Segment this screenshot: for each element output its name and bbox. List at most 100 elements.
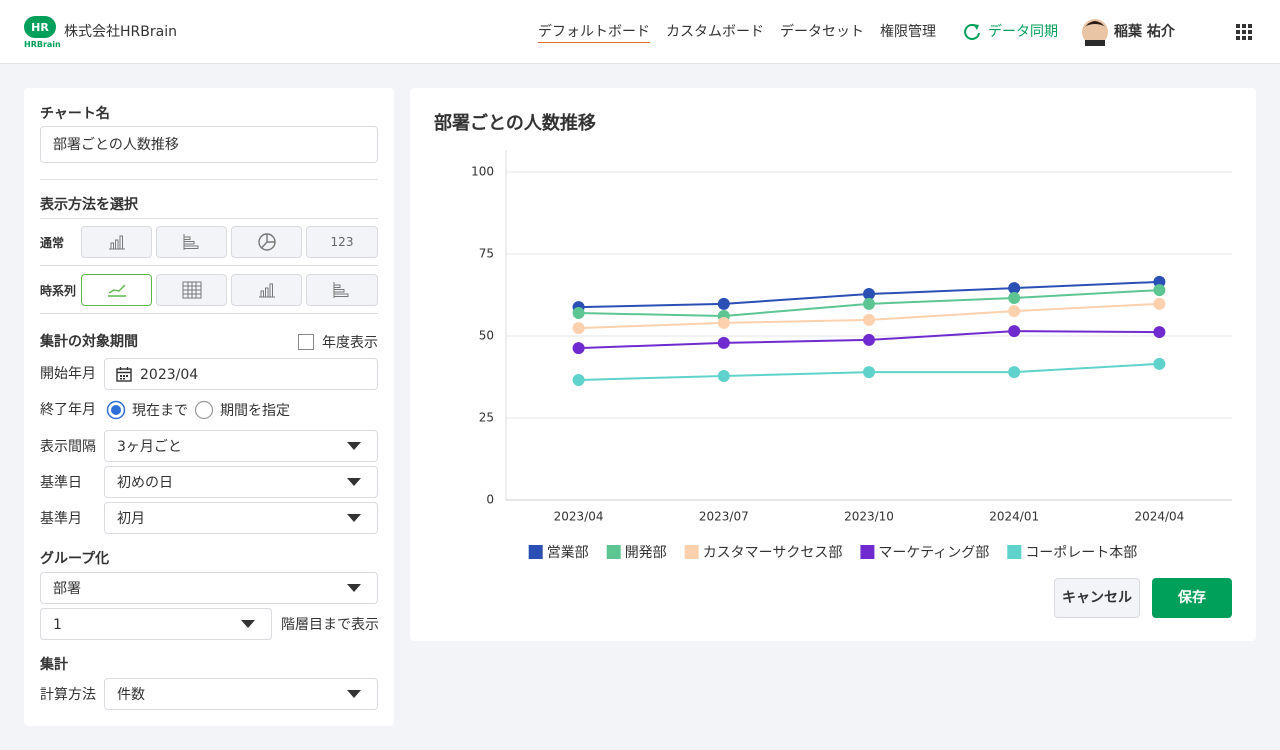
select-value: 部署: [53, 581, 81, 597]
divider: [40, 313, 378, 314]
data-point: [863, 297, 875, 310]
legend-swatch: [528, 545, 543, 559]
chart-panel: [410, 88, 1256, 641]
data-point: [1153, 357, 1166, 370]
data-point: [1153, 284, 1166, 297]
chart-type-button[interactable]: [231, 226, 302, 258]
label: 計算方法: [40, 687, 96, 703]
data-point: [717, 336, 730, 349]
level-select[interactable]: 1: [40, 608, 272, 640]
data-point: [1153, 297, 1166, 310]
label: 時系列: [40, 284, 77, 298]
label: 終了年月: [40, 402, 96, 418]
x-tick-label: 2024/04: [1134, 510, 1184, 524]
data-point: [717, 297, 730, 310]
x-tick-label: 2023/07: [699, 510, 749, 524]
select-value: 3ヶ月ごと: [117, 439, 182, 455]
x-tick-label: 2023/10: [844, 510, 894, 524]
checkbox[interactable]: [298, 334, 314, 350]
company-name: 株式会社HRBrain: [64, 24, 177, 40]
label: チャート名: [40, 106, 110, 122]
legend-swatch: [684, 545, 699, 559]
label: 開始年月: [40, 366, 96, 382]
radio-label: 期間を指定: [220, 403, 290, 419]
data-point: [863, 333, 875, 346]
data-point: [1008, 305, 1021, 318]
y-tick-label: 75: [479, 247, 494, 261]
select-value: 初月: [117, 511, 145, 527]
legend-label: 営業部: [547, 545, 589, 561]
legend-swatch: [1007, 545, 1022, 559]
chart-type-button-selected[interactable]: [81, 274, 152, 306]
data-point: [863, 366, 875, 379]
save-button[interactable]: 保存: [1152, 578, 1232, 618]
data-point: [1008, 366, 1021, 379]
data-point: [572, 322, 585, 335]
y-tick-label: 25: [479, 411, 494, 425]
chart-type-button[interactable]: [156, 226, 227, 258]
data-point: [863, 288, 875, 301]
interval-select[interactable]: 3ヶ月ごと: [104, 430, 378, 462]
label: 階層目まで表示: [281, 617, 379, 633]
input-value: 2023/04: [140, 367, 199, 383]
calendar-icon: [116, 367, 132, 382]
nav-item[interactable]: 権限管理: [880, 24, 936, 40]
legend-label: 開発部: [625, 545, 667, 561]
radio[interactable]: [194, 400, 214, 420]
sync-button[interactable]: データ同期: [988, 24, 1058, 40]
radio-label: 現在まで: [132, 403, 188, 419]
chart-type-button[interactable]: [156, 274, 227, 306]
y-tick-label: 0: [486, 493, 494, 507]
nav-item[interactable]: カスタムボード: [666, 24, 764, 40]
base-day-select[interactable]: 初めの日: [104, 466, 378, 498]
radio-checked[interactable]: [106, 400, 126, 420]
chart-type-button[interactable]: [231, 274, 302, 306]
y-tick-label: 50: [479, 329, 494, 343]
logo[interactable]: HR: [24, 16, 56, 38]
label: 表示方法を選択: [40, 197, 138, 213]
chart-name-input[interactable]: 部署ごとの人数推移: [40, 126, 378, 163]
data-point: [717, 370, 730, 383]
x-tick-label: 2023/04: [554, 510, 604, 524]
apps-icon[interactable]: [1236, 24, 1252, 40]
data-point: [572, 342, 585, 355]
chart-title: 部署ごとの人数推移: [434, 112, 596, 134]
select-value: 初めの日: [117, 475, 173, 491]
avatar[interactable]: [1082, 18, 1108, 46]
user-name[interactable]: 稲葉 祐介: [1114, 24, 1175, 40]
base-month-select[interactable]: 初月: [104, 502, 378, 534]
cancel-button[interactable]: キャンセル: [1054, 578, 1140, 618]
select-value: 1: [53, 617, 62, 633]
header: [0, 0, 1280, 64]
label: 基準月: [40, 511, 82, 527]
nav-item[interactable]: データセット: [780, 24, 864, 40]
data-point: [1153, 326, 1166, 339]
chart-type-button[interactable]: 123: [306, 226, 378, 258]
legend-label: マーケティング部: [878, 545, 989, 561]
logo-sub: HRBrain: [24, 40, 61, 49]
divider: [40, 179, 378, 180]
data-point: [717, 316, 730, 329]
data-point: [1008, 325, 1021, 338]
label: グループ化: [40, 551, 110, 567]
calc-select[interactable]: 件数: [104, 678, 378, 710]
label: 年度表示: [322, 335, 378, 351]
chart: 部署ごとの人数推移 0 25 50 75 100 2023/04 2023/07 2023/1…: [434, 112, 1232, 561]
label: 基準日: [40, 475, 82, 491]
start-date-input[interactable]: [104, 358, 378, 390]
legend-swatch: [606, 545, 621, 559]
data-point: [1008, 282, 1021, 295]
chart-type-button[interactable]: [81, 226, 152, 258]
x-tick-label: 2024/01: [989, 510, 1039, 524]
select-value: 件数: [117, 687, 145, 703]
data-point: [1008, 291, 1021, 304]
legend-label: カスタマーサクセス部: [703, 545, 843, 561]
chart-type-button[interactable]: [306, 274, 378, 306]
y-tick-label: 100: [471, 165, 494, 179]
label: 表示間隔: [40, 439, 96, 455]
legend-swatch: [860, 545, 875, 559]
label: 集計の対象期間: [40, 334, 138, 350]
group-select[interactable]: 部署: [40, 572, 378, 604]
nav-item[interactable]: デフォルトボード: [538, 25, 650, 43]
data-point: [1153, 275, 1166, 288]
